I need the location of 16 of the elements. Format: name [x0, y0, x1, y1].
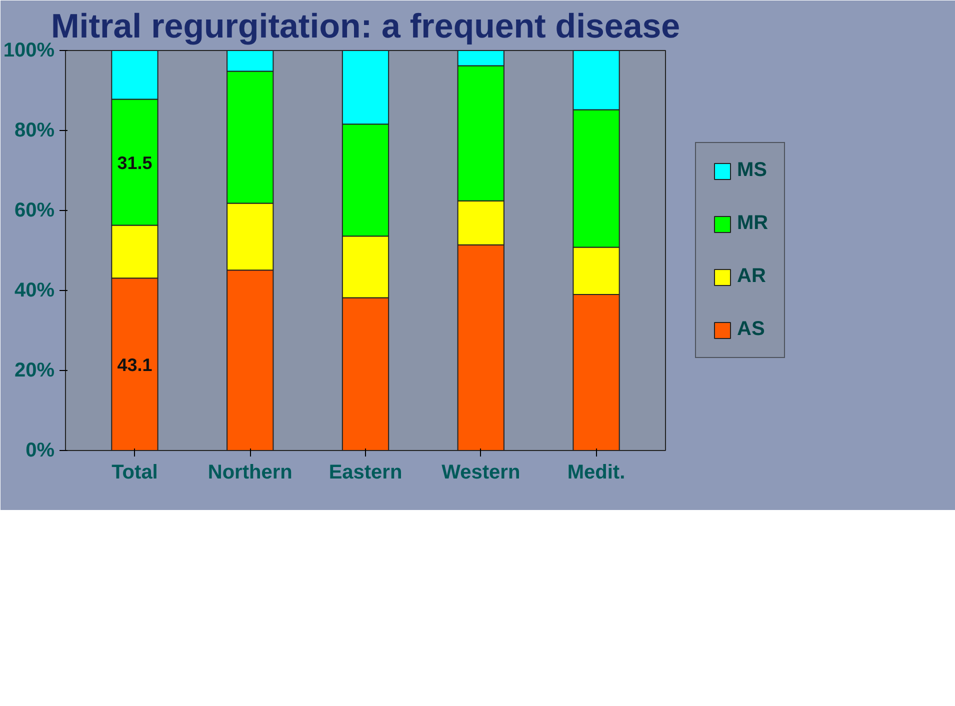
y-tick-label: 80% [14, 120, 55, 142]
x-tick-label: Total [112, 462, 158, 484]
data-label: 31.5 [117, 152, 152, 173]
legend-label: AS [737, 318, 765, 341]
y-tick-label: 0% [26, 440, 55, 462]
x-tick-label: Medit. [567, 462, 626, 484]
y-tick-label: 60% [14, 200, 55, 222]
y-tick-label: 40% [14, 280, 55, 302]
y-tick-label: 20% [14, 360, 55, 382]
x-tick-label: Northern [208, 462, 292, 484]
legend-label: MS [737, 159, 767, 182]
data-label: 43.1 [117, 354, 152, 375]
x-tick-label: Western [442, 462, 520, 484]
legend-label: AR [737, 265, 766, 288]
x-tick-label: Eastern [328, 462, 402, 484]
legend-label: MR [737, 212, 768, 235]
